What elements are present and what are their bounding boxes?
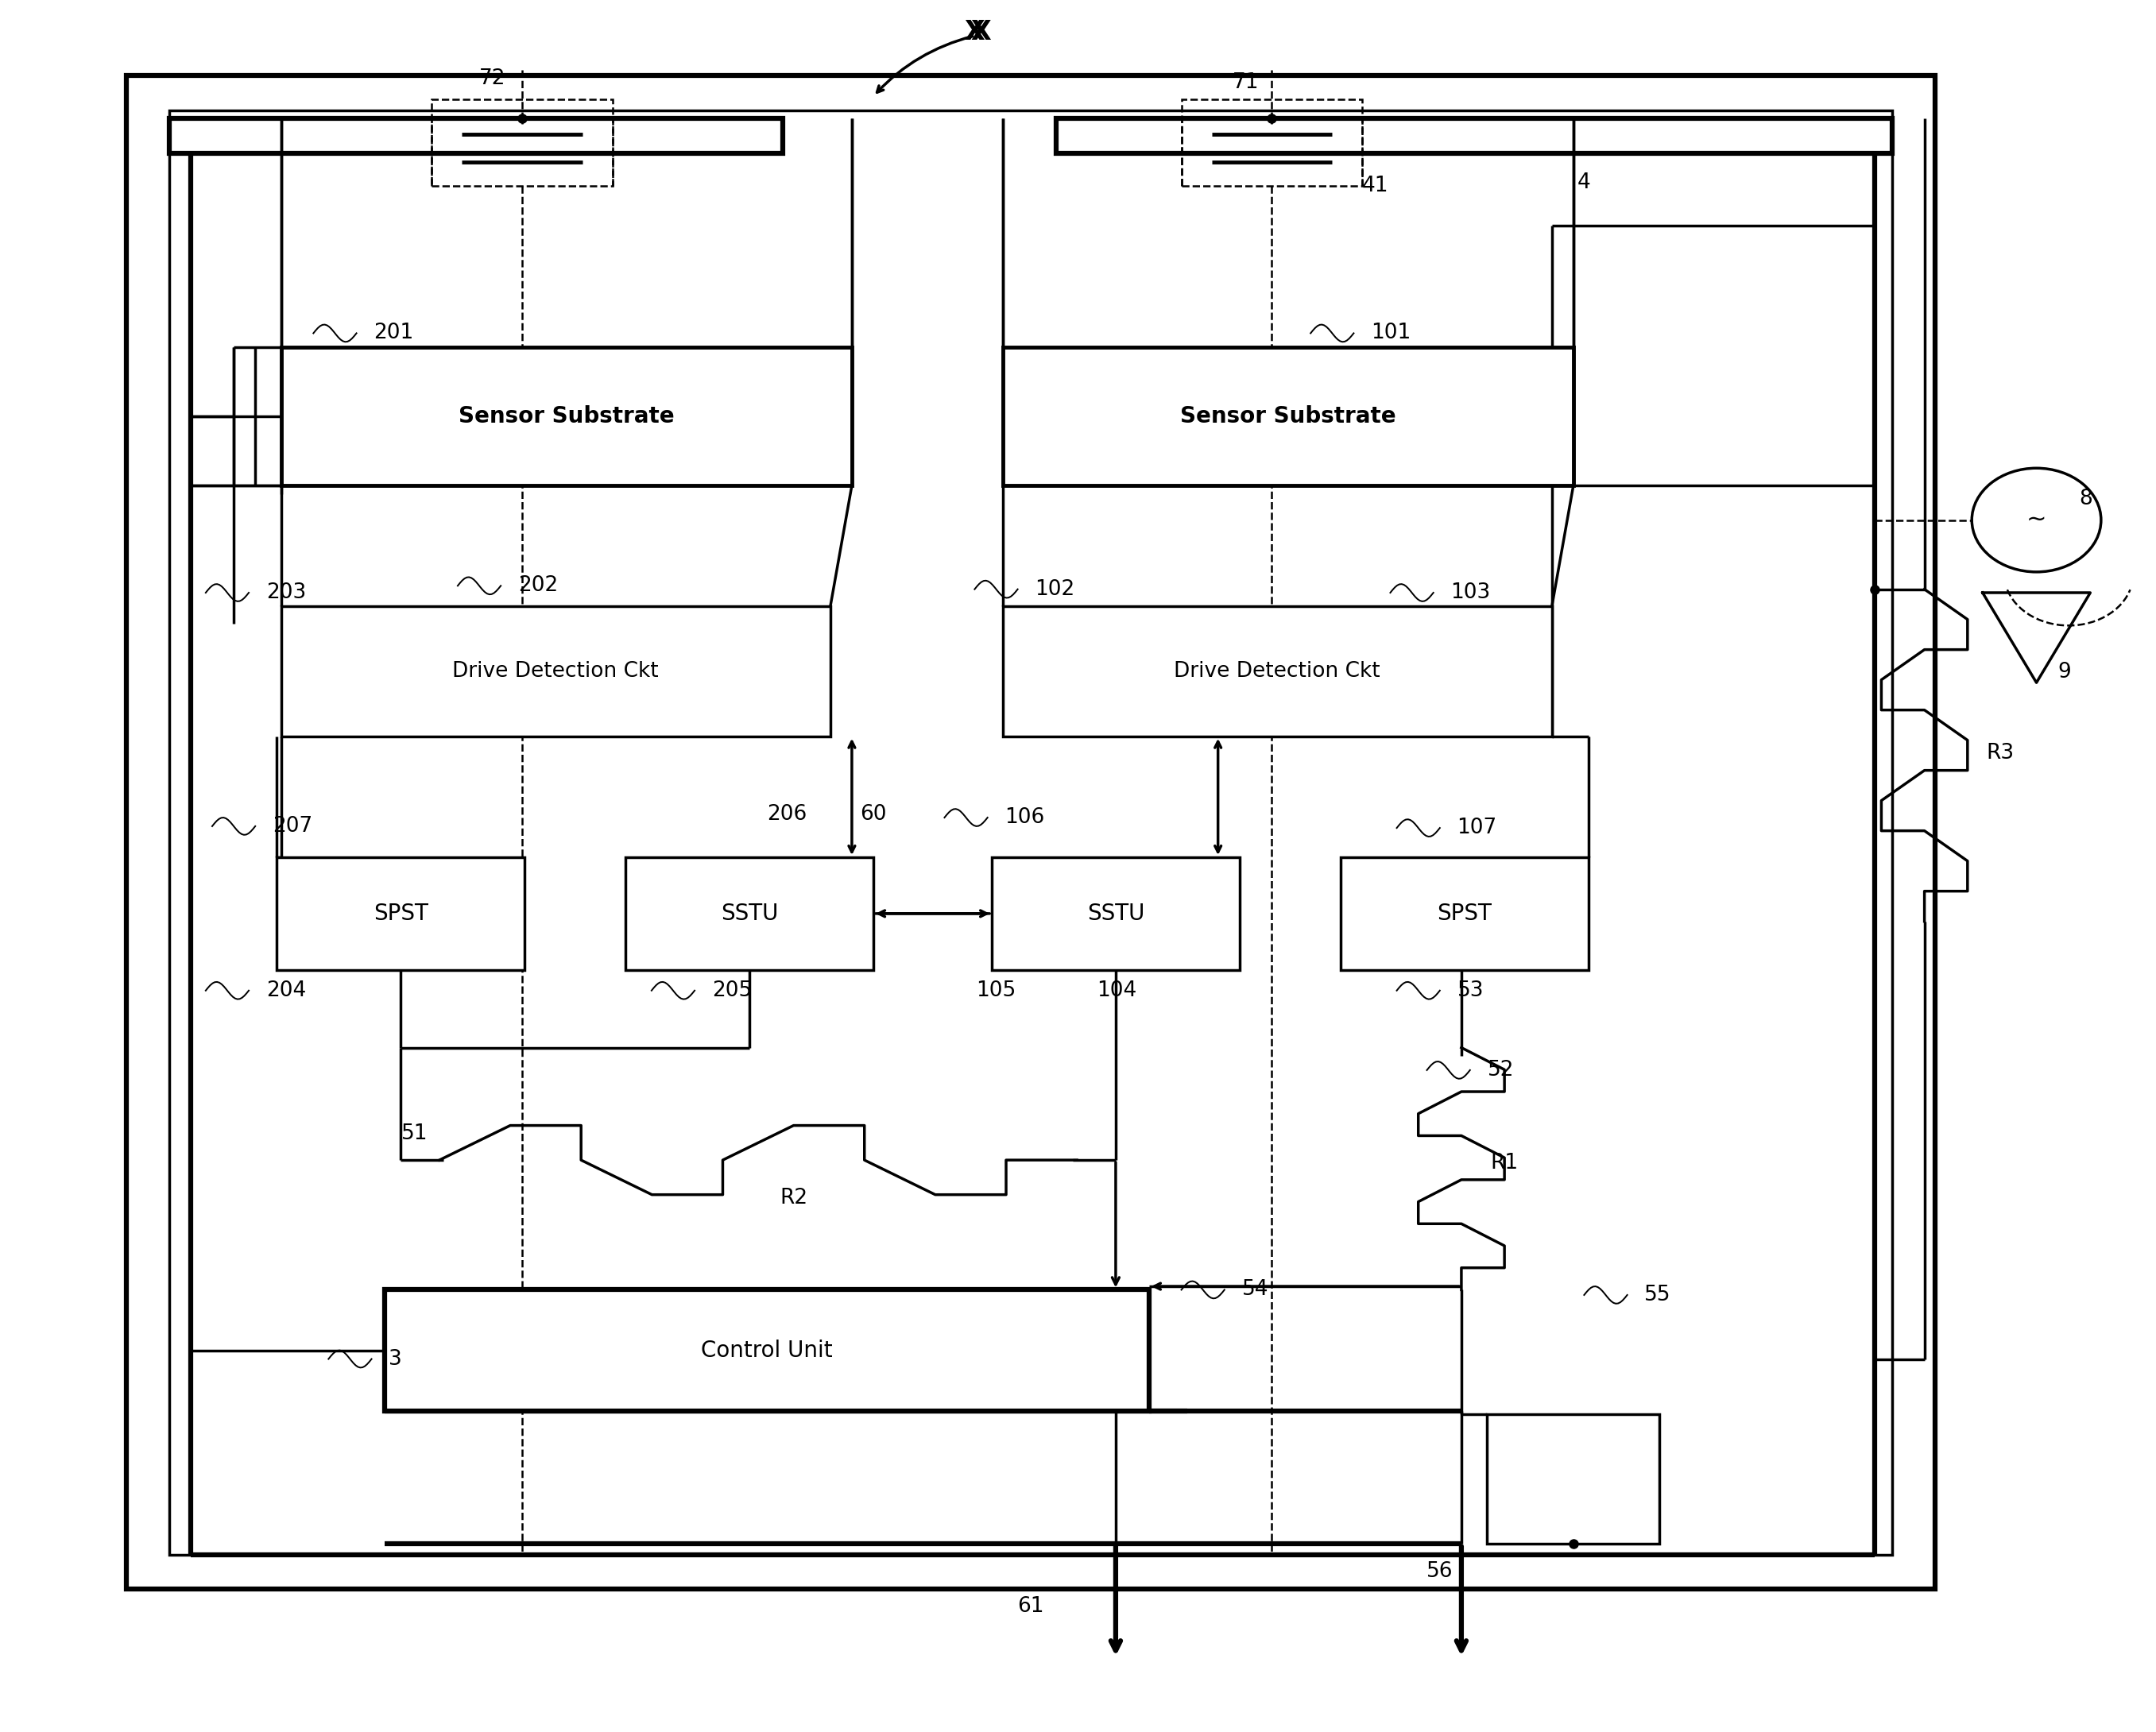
Text: Sensor Substrate: Sensor Substrate bbox=[1179, 405, 1395, 428]
Bar bbox=[431, 100, 612, 187]
Text: Control Unit: Control Unit bbox=[701, 1339, 832, 1361]
Text: 207: 207 bbox=[272, 816, 313, 837]
Bar bbox=[168, 111, 1893, 1554]
Text: 3: 3 bbox=[388, 1349, 403, 1370]
Text: SSTU: SSTU bbox=[1087, 902, 1145, 925]
Text: R1: R1 bbox=[1490, 1154, 1518, 1174]
Text: 56: 56 bbox=[1427, 1562, 1453, 1581]
Text: Drive Detection Ckt: Drive Detection Ckt bbox=[453, 662, 660, 682]
Text: SPST: SPST bbox=[1438, 902, 1492, 925]
Text: 206: 206 bbox=[768, 804, 806, 824]
Text: X: X bbox=[964, 19, 985, 45]
Text: R2: R2 bbox=[780, 1188, 808, 1209]
Text: 101: 101 bbox=[1371, 322, 1410, 343]
Text: 102: 102 bbox=[1035, 578, 1076, 599]
Text: SPST: SPST bbox=[373, 902, 429, 925]
Text: 52: 52 bbox=[1488, 1060, 1514, 1081]
Text: Sensor Substrate: Sensor Substrate bbox=[459, 405, 675, 428]
Text: 61: 61 bbox=[1018, 1595, 1044, 1616]
Text: Drive Detection Ckt: Drive Detection Ckt bbox=[1175, 662, 1380, 682]
Text: 106: 106 bbox=[1005, 807, 1046, 828]
Text: 202: 202 bbox=[517, 575, 558, 596]
Text: ~: ~ bbox=[2027, 509, 2046, 532]
Text: 204: 204 bbox=[265, 980, 306, 1001]
Text: 203: 203 bbox=[265, 582, 306, 603]
Text: 41: 41 bbox=[1363, 177, 1388, 196]
Bar bbox=[1341, 857, 1589, 970]
Text: 205: 205 bbox=[711, 980, 752, 1001]
Text: 9: 9 bbox=[2057, 662, 2072, 682]
Text: 8: 8 bbox=[2078, 488, 2093, 509]
Bar bbox=[276, 857, 524, 970]
Text: 201: 201 bbox=[373, 322, 414, 343]
Text: SSTU: SSTU bbox=[720, 902, 778, 925]
Bar bbox=[125, 76, 1936, 1588]
Bar bbox=[992, 857, 1240, 970]
Bar bbox=[1003, 346, 1574, 485]
Text: 105: 105 bbox=[977, 980, 1015, 1001]
Text: 103: 103 bbox=[1451, 582, 1490, 603]
Bar bbox=[1488, 1415, 1660, 1545]
Text: 55: 55 bbox=[1645, 1285, 1671, 1306]
Bar bbox=[1003, 606, 1552, 736]
Text: 107: 107 bbox=[1457, 818, 1496, 838]
Text: 60: 60 bbox=[860, 804, 886, 824]
Text: 54: 54 bbox=[1242, 1280, 1268, 1301]
Bar bbox=[384, 1290, 1149, 1412]
Bar bbox=[625, 857, 873, 970]
Text: R3: R3 bbox=[1986, 743, 2014, 764]
Text: 4: 4 bbox=[1578, 173, 1591, 192]
Bar bbox=[1056, 120, 1893, 154]
Text: 71: 71 bbox=[1233, 73, 1259, 94]
Bar bbox=[1181, 100, 1363, 187]
Bar bbox=[280, 606, 830, 736]
Bar bbox=[168, 120, 783, 154]
Text: 104: 104 bbox=[1097, 980, 1136, 1001]
Text: 53: 53 bbox=[1457, 980, 1483, 1001]
Text: 51: 51 bbox=[401, 1124, 427, 1145]
Bar bbox=[280, 346, 852, 485]
Text: 72: 72 bbox=[479, 69, 505, 90]
Text: X: X bbox=[970, 19, 992, 45]
